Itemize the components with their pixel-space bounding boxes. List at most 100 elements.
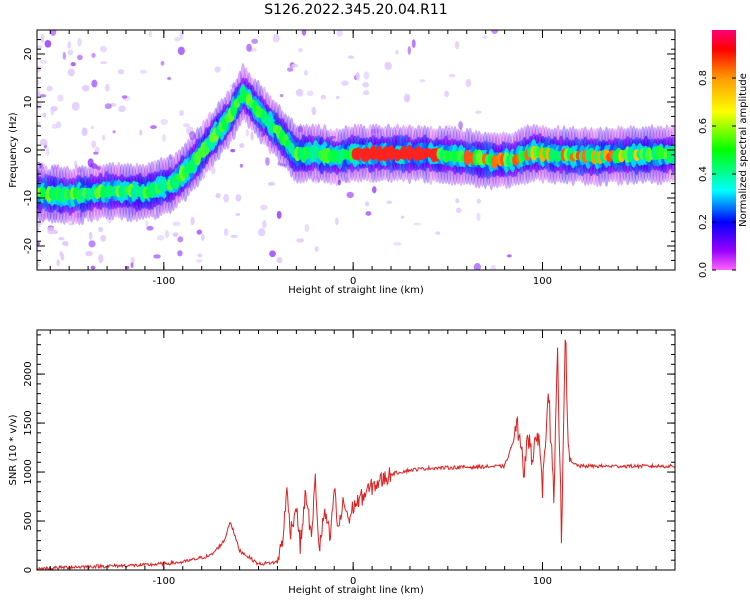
spectrogram-noise-blob — [44, 40, 52, 48]
spectrogram-noise-blob — [336, 30, 343, 37]
snr-x-tick-label: 0 — [350, 576, 356, 587]
spectrogram-noise-blob — [235, 194, 242, 202]
spectrogram-noise-blob — [373, 128, 382, 134]
spectrogram-noise-blob — [152, 214, 159, 220]
snr-series-line — [37, 339, 675, 570]
spectrogram-noise-blob — [250, 131, 254, 141]
spectrogram-noise-blob — [465, 78, 472, 88]
spectrogram-noise-blob — [303, 69, 309, 76]
spectrogram-noise-blob — [37, 65, 42, 73]
spectrogram-noise-blob — [46, 85, 53, 92]
spectrogram-noise-blob — [473, 263, 481, 270]
spectrogram-noise-blob — [445, 124, 453, 129]
spectrogram-noise-blob — [365, 201, 370, 207]
spectrogram-noise-blob — [156, 235, 165, 241]
snr-y-tick-label: 2000 — [23, 361, 34, 386]
spectrogram-noise-blob — [37, 102, 43, 110]
spectrogram-noise-blob — [363, 71, 370, 80]
spectrogram-noise-blob — [67, 41, 72, 49]
spectrogram-noise-blob — [39, 60, 48, 64]
spectrogram-y-tick-label: 0 — [23, 147, 34, 153]
spectrogram-noise-blob — [82, 84, 90, 92]
spectrogram-noise-blob — [77, 54, 83, 61]
spectrogram-noise-blob — [239, 143, 245, 148]
spectrogram-noise-blob — [214, 66, 221, 73]
spectrogram-noise-blob — [419, 79, 426, 83]
spectrogram-noise-blob — [37, 263, 40, 267]
spectrogram-noise-blob — [164, 230, 170, 239]
spectrogram-noise-blob — [277, 161, 282, 166]
spectrogram-noise-blob — [362, 82, 370, 88]
spectrogram-noise-blob — [67, 49, 74, 56]
spectrogram-noise-blob — [190, 216, 195, 226]
spectrogram-noise-blob — [314, 246, 319, 252]
spectrogram-noise-blob — [454, 41, 460, 50]
spectrogram-noise-blob — [177, 46, 185, 56]
spectrogram-noise-blob — [335, 95, 340, 100]
spectrogram-noise-blob — [145, 220, 149, 228]
spectrogram-noise-blob — [246, 43, 252, 52]
snr-background — [37, 330, 675, 570]
spectrogram-noise-blob — [365, 211, 372, 216]
spectrogram-y-tick-label: -20 — [23, 238, 34, 254]
spectrogram-noise-blob — [239, 163, 244, 168]
spectrogram-noise-blob — [370, 128, 375, 135]
spectrogram-noise-blob — [81, 127, 88, 136]
spectrogram-noise-blob — [251, 38, 259, 44]
spectrogram-noise-blob — [172, 221, 181, 227]
spectrogram-noise-blob — [100, 234, 107, 242]
spectrogram-noise-blob — [346, 191, 354, 199]
colorbar-tick-label: 0.4 — [698, 166, 709, 182]
spectrogram-noise-blob — [90, 265, 96, 270]
snr-y-tick-label: 500 — [23, 511, 34, 530]
spectrogram-noise-blob — [268, 181, 275, 186]
spectrogram-noise-blob — [139, 129, 143, 136]
spectrogram-noise-blob — [75, 212, 82, 219]
spectrogram-noise-blob — [363, 90, 370, 96]
spectrogram-noise-blob — [104, 103, 112, 110]
spectrogram-noise-blob — [37, 88, 41, 95]
spectrogram-noise-blob — [215, 193, 221, 199]
spectrogram-noise-blob — [371, 186, 377, 194]
spectrogram-noise-blob — [39, 94, 47, 98]
spectrogram-noise-blob — [448, 74, 456, 78]
snr-frame — [36, 329, 676, 571]
spectrogram-noise-blob — [76, 166, 84, 173]
figure-title: S126.2022.345.20.04.R11 — [264, 2, 447, 18]
spectrogram-noise-blob — [343, 177, 350, 183]
spectrogram-noise-blob — [458, 121, 463, 130]
spectrogram-noise-blob — [95, 166, 101, 171]
spectrogram-noise-blob — [70, 62, 76, 67]
spectrogram-noise-blob — [384, 61, 392, 71]
spectrogram-noise-blob — [407, 45, 412, 55]
spectrogram-noise-blob — [475, 110, 482, 114]
spectrogram-noise-blob — [298, 48, 303, 53]
spectrogram-noise-blob — [296, 238, 305, 243]
snr-x-ticks: -100 0 100 — [49, 330, 676, 587]
spectrogram-noise-blob — [139, 69, 147, 74]
spectrogram-noise-blob — [341, 80, 349, 86]
spectrogram-noise-blob — [411, 39, 416, 49]
spectrogram-noise-blob — [258, 228, 266, 237]
colorbar-tick-label: 0.8 — [698, 70, 709, 86]
spectrogram-noise-blob — [121, 95, 128, 99]
spectrogram-noise-blob — [167, 76, 171, 81]
spectrogram-noise-blob — [355, 72, 360, 81]
spectrogram-noise-blob — [42, 213, 46, 222]
spectrogram-noise-blob — [482, 35, 488, 39]
spectrogram-noise-blob — [37, 44, 43, 50]
spectrogram-noise-blob — [73, 160, 78, 167]
spectrogram-noise-blob — [235, 212, 241, 216]
spectrogram-noise-blob — [98, 254, 104, 264]
colorbar-tick-label: 0.0 — [698, 262, 709, 278]
spectrogram-noise-blob — [177, 250, 183, 257]
spectrogram-noise-blob — [58, 236, 65, 241]
spectrogram-noise-blob — [117, 69, 125, 75]
spectrogram-noise-blob — [90, 125, 95, 130]
spectrogram-noise-blob — [160, 118, 169, 125]
spectrogram-noise-blob — [269, 250, 276, 258]
spectrogram-noise-blob — [490, 264, 497, 270]
spectrogram-noise-blob — [197, 253, 203, 258]
spectrogram-noise-blob — [45, 210, 53, 220]
